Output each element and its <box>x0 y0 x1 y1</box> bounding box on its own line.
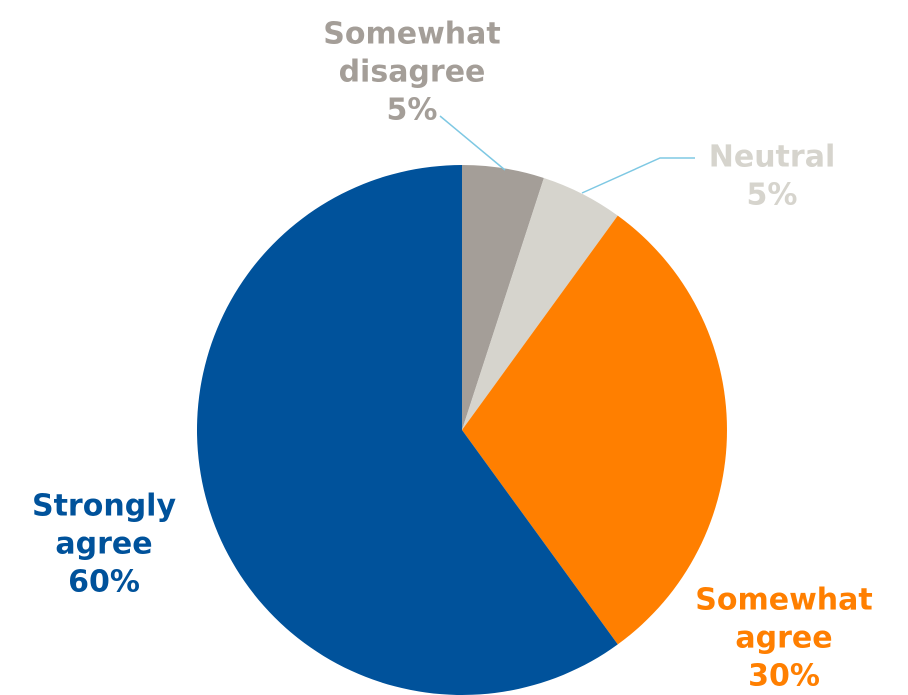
slice-label-line: Somewhat <box>323 17 500 52</box>
pie-slice-somewhat-disagree <box>462 165 544 430</box>
slice-label-line: 5% <box>747 178 798 213</box>
slice-label-line: agree <box>55 527 152 562</box>
slice-label-line: Neutral <box>709 140 835 175</box>
slice-label-line: 5% <box>387 93 438 128</box>
pie-slices <box>196 165 727 695</box>
leader-line-somewhat-disagree <box>439 115 506 171</box>
slice-label-line: Strongly <box>32 489 176 524</box>
slice-label-line: disagree <box>339 55 486 90</box>
slice-label-neutral: Neutral 5% <box>709 140 835 213</box>
leader-line-neutral <box>581 157 695 194</box>
slice-label-line: Somewhat <box>695 583 872 618</box>
slice-label-somewhat-agree: Somewhat agree 30% <box>695 583 872 694</box>
slice-labels: Somewhat disagree 5%Neutral 5%Somewhat agree… <box>32 17 873 694</box>
pie-slice-neutral <box>462 177 618 430</box>
slice-label-strongly-agree: Strongly agree 60% <box>32 489 176 600</box>
pie-slice-strongly-agree <box>196 165 618 695</box>
slice-label-line: 30% <box>748 659 820 694</box>
leader-lines <box>439 115 695 194</box>
slice-label-line: agree <box>735 621 832 656</box>
slice-label-somewhat-disagree: Somewhat disagree 5% <box>323 17 500 128</box>
slice-label-line: 60% <box>68 565 140 600</box>
pie-slice-somewhat-agree <box>462 215 727 645</box>
